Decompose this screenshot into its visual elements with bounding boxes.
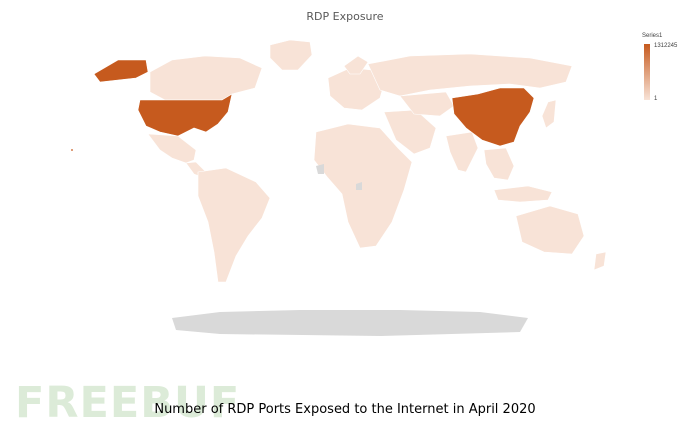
legend-min-label: 1 bbox=[654, 96, 658, 102]
region-china bbox=[451, 87, 535, 147]
region-hawaii bbox=[71, 149, 73, 151]
region-united-states bbox=[137, 93, 233, 137]
region-alaska bbox=[93, 59, 149, 83]
watermark-logo: FREEBUF bbox=[15, 378, 241, 428]
region-indonesia bbox=[493, 185, 553, 203]
region-africa bbox=[313, 123, 413, 249]
region-australia bbox=[515, 205, 585, 255]
region-south-america bbox=[197, 167, 271, 283]
region-russia bbox=[367, 53, 573, 97]
region-greenland bbox=[269, 39, 313, 71]
region-india bbox=[445, 131, 479, 173]
figure-caption: Number of RDP Ports Exposed to the Inter… bbox=[154, 402, 536, 417]
region-canada bbox=[149, 55, 263, 101]
world-map bbox=[71, 39, 607, 336]
region-scandinavia bbox=[343, 55, 369, 75]
region-central-asia bbox=[399, 91, 455, 117]
region-antarctica bbox=[172, 310, 528, 336]
region-mexico bbox=[147, 133, 197, 164]
map-title: RDP Exposure bbox=[306, 10, 384, 23]
region-southeast-asia bbox=[483, 147, 515, 181]
region-no-data-central-africa bbox=[356, 182, 362, 190]
legend-series-name: Series1 bbox=[642, 33, 663, 39]
legend-max-label: 1312245 bbox=[654, 43, 678, 49]
legend-color-scale bbox=[644, 44, 650, 100]
region-new-zealand bbox=[593, 251, 607, 271]
map-legend: Series1 1312245 1 bbox=[640, 33, 688, 113]
region-no-data-west-africa bbox=[316, 164, 324, 174]
region-japan bbox=[541, 99, 557, 129]
